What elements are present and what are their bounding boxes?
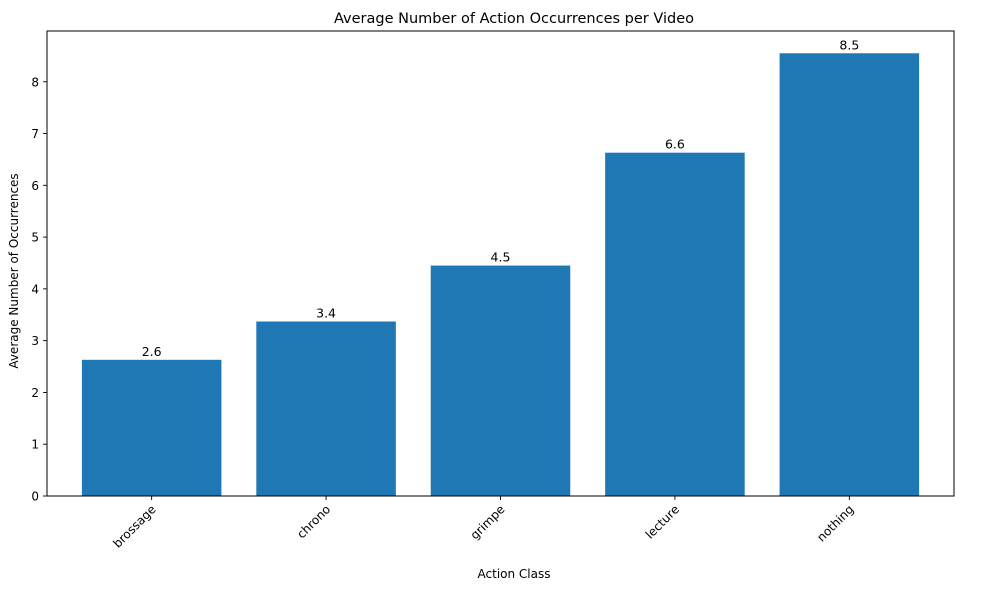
y-axis-label: Average Number of Occurrences [7, 173, 21, 368]
plot-area: 2.6brossage3.4chrono4.5grimpe6.6lecture8… [31, 30, 955, 551]
data-label-brossage: 2.6 [142, 344, 162, 359]
bar-chrono [256, 321, 396, 496]
data-label-chrono: 3.4 [316, 306, 336, 321]
bar-lecture [605, 152, 745, 496]
y-tick-label-6: 6 [31, 179, 39, 193]
data-label-lecture: 6.6 [665, 137, 685, 152]
data-label-grimpe: 4.5 [491, 250, 511, 265]
y-tick-label-8: 8 [31, 75, 39, 89]
y-tick-label-0: 0 [31, 490, 39, 504]
y-tick-label-2: 2 [31, 386, 39, 400]
y-tick-label-4: 4 [31, 282, 39, 296]
data-label-nothing: 8.5 [839, 37, 859, 52]
bar-grimpe [430, 265, 571, 496]
y-tick-label-7: 7 [31, 127, 39, 141]
y-tick-label-5: 5 [31, 231, 39, 245]
y-tick-label-3: 3 [31, 334, 39, 348]
x-axis-label: Action Class [478, 567, 551, 581]
y-tick-label-1: 1 [31, 438, 39, 452]
chart-title: Average Number of Action Occurrences per… [334, 11, 694, 27]
bar-nothing [779, 53, 920, 497]
bar-brossage [81, 359, 222, 496]
plot-frame [46, 30, 955, 497]
